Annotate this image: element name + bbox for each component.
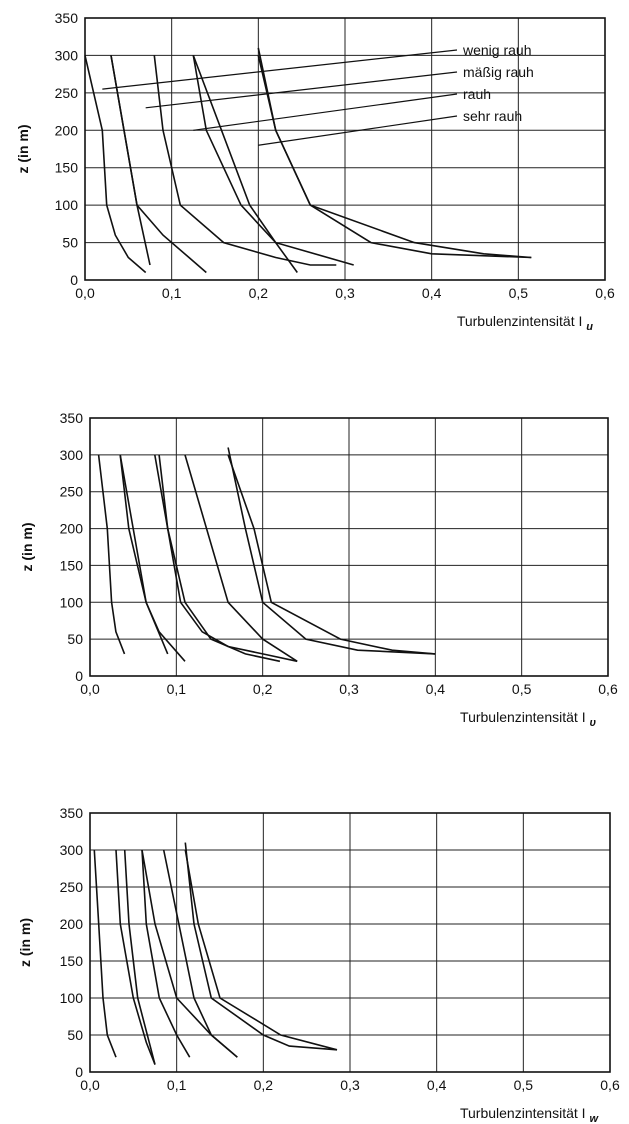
- y-tick-label: 100: [60, 594, 84, 610]
- y-tick-label: 250: [60, 484, 84, 500]
- x-tick-label: 0,2: [253, 681, 273, 697]
- y-tick-label: 0: [75, 668, 83, 684]
- series-line-1: [97, 454, 126, 655]
- series-line-7: [184, 454, 298, 662]
- y-tick-label: 50: [62, 235, 78, 251]
- series-line-2: [115, 849, 156, 1065]
- y-tick-label: 100: [55, 197, 79, 213]
- y-tick-label: 350: [60, 410, 84, 426]
- series-line-6: [153, 55, 337, 266]
- series-line-8: [257, 55, 532, 259]
- x-tick-label: 0,1: [167, 1077, 187, 1093]
- y-tick-label: 300: [60, 447, 84, 463]
- chart-turbulence-iu: 0,0 0,1 0,2 0,3 0,4 0,5 0,6 0 50 100 150 200 250 300 3…: [15, 10, 615, 333]
- x-axis-label: Turbulenzintensität I u: [457, 313, 593, 333]
- chart-turbulence-iw: 0,0 0,1 0,2 0,3 0,4 0,5 0,6 0 50 100 150 200 250 300 3…: [17, 805, 620, 1124]
- y-tick-label: 300: [55, 47, 79, 63]
- series-line-1: [84, 55, 147, 274]
- x-axis-subscript: w: [589, 1113, 599, 1124]
- x-tick-label: 0,1: [167, 681, 187, 697]
- series-line-4: [227, 447, 436, 655]
- x-axis-label: Turbulenzintensität I υ: [460, 709, 596, 729]
- y-tick-label: 50: [67, 1027, 83, 1043]
- x-tick-label: 0,0: [80, 1077, 100, 1093]
- y-tick-label: 350: [55, 10, 79, 26]
- y-tick-label: 200: [60, 521, 84, 537]
- series-line-4: [184, 842, 338, 1051]
- series-line-3: [141, 849, 191, 1058]
- legend-entry: rauh: [463, 86, 491, 102]
- x-tick-label: 0,1: [162, 285, 182, 301]
- series-line-5: [110, 55, 151, 266]
- series-line-7: [162, 849, 238, 1058]
- y-axis-label: z (in m): [19, 523, 35, 572]
- x-tick-label: 0,5: [509, 285, 529, 301]
- series-line-8: [184, 849, 338, 1051]
- y-tick-label: 0: [75, 1064, 83, 1080]
- y-tick-label: 150: [60, 557, 84, 573]
- y-tick-label: 350: [60, 805, 84, 821]
- y-tick-label: 250: [60, 879, 84, 895]
- legend-entry: sehr rauh: [463, 108, 522, 124]
- x-tick-label: 0,6: [600, 1077, 620, 1093]
- x-tick-label: 0,2: [254, 1077, 274, 1093]
- legend-entry: mäßig rauh: [463, 64, 534, 80]
- plot-frame: [89, 417, 609, 677]
- series-line-8: [227, 454, 436, 655]
- y-axis-label: z (in m): [15, 125, 31, 174]
- y-tick-label: 200: [55, 122, 79, 138]
- x-axis-subscript: u: [586, 321, 593, 333]
- x-tick-label: 0,6: [598, 681, 618, 697]
- y-tick-label: 100: [60, 990, 84, 1006]
- x-tick-label: 0,6: [595, 285, 615, 301]
- y-tick-label: 250: [55, 85, 79, 101]
- x-tick-label: 0,4: [426, 681, 446, 697]
- series-line-3: [158, 454, 281, 663]
- legend-leader-line: [102, 49, 458, 90]
- plot-frame: [89, 812, 611, 1073]
- x-tick-label: 0,4: [422, 285, 442, 301]
- series-line-1: [93, 849, 117, 1058]
- y-tick-label: 0: [70, 272, 78, 288]
- x-tick-label: 0,0: [80, 681, 100, 697]
- series-line-7: [192, 55, 354, 266]
- plot-frame: [84, 17, 606, 281]
- y-tick-label: 150: [60, 953, 84, 969]
- chart-turbulence-iv: 0,0 0,1 0,2 0,3 0,4 0,5 0,6 0 50 100 150 200 250 300 3…: [19, 410, 618, 729]
- x-axis-subscript: υ: [589, 717, 596, 729]
- y-axis-label: z (in m): [17, 918, 33, 967]
- x-tick-label: 0,2: [249, 285, 269, 301]
- y-tick-label: 150: [55, 160, 79, 176]
- x-tick-label: 0,5: [514, 1077, 534, 1093]
- x-tick-label: 0,3: [335, 285, 355, 301]
- y-tick-label: 300: [60, 842, 84, 858]
- series-line-5: [123, 849, 156, 1065]
- series-line-3: [192, 55, 298, 273]
- series-line-5: [119, 454, 169, 655]
- x-tick-label: 0,0: [75, 285, 95, 301]
- legend-leader-line: [258, 115, 458, 146]
- x-tick-label: 0,4: [427, 1077, 447, 1093]
- y-tick-label: 50: [67, 631, 83, 647]
- y-tick-label: 200: [60, 916, 84, 932]
- x-tick-label: 0,5: [512, 681, 532, 697]
- x-axis-label: Turbulenzintensität I w: [460, 1105, 599, 1124]
- x-tick-label: 0,3: [339, 681, 359, 697]
- legend-leader-line: [193, 93, 458, 131]
- series-line-6: [154, 454, 298, 663]
- legend-leader-line: [145, 71, 458, 109]
- legend-entry: wenig rauh: [462, 42, 532, 58]
- x-tick-label: 0,3: [340, 1077, 360, 1093]
